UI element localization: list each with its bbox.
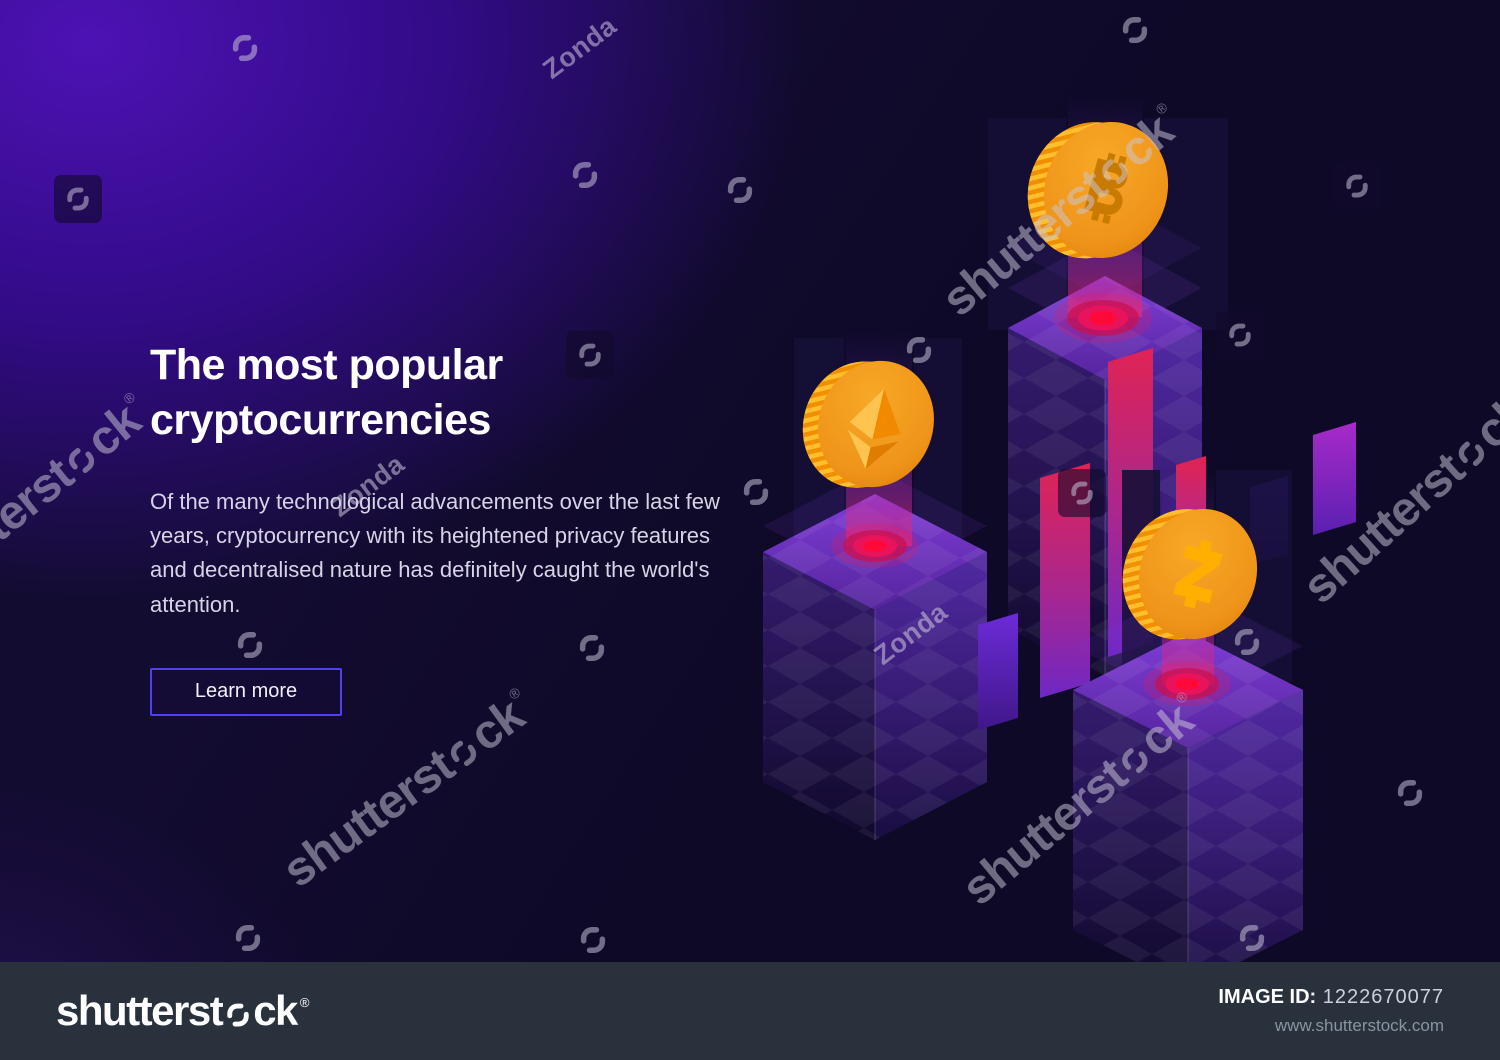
shutterstock-mark-icon	[227, 1003, 249, 1027]
site-url: www.shutterstock.com	[1274, 1016, 1444, 1035]
learn-more-button[interactable]: Learn more	[150, 667, 342, 716]
bitcoin-glow	[1054, 293, 1152, 343]
registered-mark: ®	[299, 995, 310, 1010]
image-id: IMAGE ID: 1222670077	[1218, 986, 1444, 1008]
ethereum-coin-icon	[802, 360, 934, 488]
attribution-bar: shutterst ck ® IMAGE ID: 1222670077 www.sh…	[0, 962, 1500, 1060]
ethereum-pedestal	[763, 330, 987, 840]
hero-copy: The most popular cryptocurrencies Of the …	[150, 338, 750, 716]
zcash-pedestal	[1073, 470, 1303, 988]
bitcoin-coin-icon	[1027, 121, 1169, 259]
hero-paragraph: Of the many technological advancements o…	[150, 489, 720, 617]
logo-text: shutterst	[56, 987, 224, 1034]
page-title: The most popular cryptocurrencies	[150, 341, 503, 444]
zcash-glow	[1143, 662, 1231, 706]
ethereum-glow	[831, 524, 919, 568]
logo-text: ck	[253, 987, 298, 1034]
zcash-coin-icon	[1122, 508, 1258, 640]
image-meta: IMAGE ID: 1222670077 www.shutterstock.co…	[1218, 986, 1444, 1036]
zcash-symbol	[1173, 539, 1223, 609]
shutterstock-logo: shutterst ck ®	[56, 987, 310, 1035]
